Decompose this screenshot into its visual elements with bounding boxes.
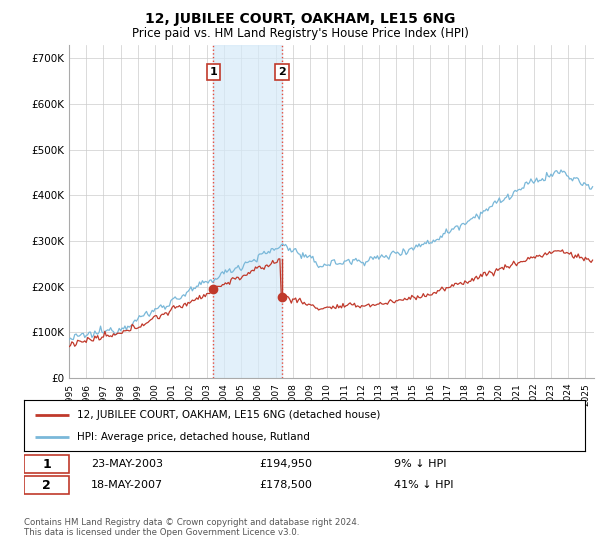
Text: Price paid vs. HM Land Registry's House Price Index (HPI): Price paid vs. HM Land Registry's House … bbox=[131, 27, 469, 40]
Text: £178,500: £178,500 bbox=[260, 480, 313, 490]
Text: 9% ↓ HPI: 9% ↓ HPI bbox=[394, 459, 447, 469]
Text: 41% ↓ HPI: 41% ↓ HPI bbox=[394, 480, 454, 490]
Text: 18-MAY-2007: 18-MAY-2007 bbox=[91, 480, 163, 490]
Text: 12, JUBILEE COURT, OAKHAM, LE15 6NG (detached house): 12, JUBILEE COURT, OAKHAM, LE15 6NG (det… bbox=[77, 409, 380, 419]
Text: 12, JUBILEE COURT, OAKHAM, LE15 6NG: 12, JUBILEE COURT, OAKHAM, LE15 6NG bbox=[145, 12, 455, 26]
Text: 23-MAY-2003: 23-MAY-2003 bbox=[91, 459, 163, 469]
Text: £194,950: £194,950 bbox=[260, 459, 313, 469]
Text: 2: 2 bbox=[278, 67, 286, 77]
Text: Contains HM Land Registry data © Crown copyright and database right 2024.
This d: Contains HM Land Registry data © Crown c… bbox=[24, 518, 359, 538]
FancyBboxPatch shape bbox=[24, 476, 69, 494]
Text: 1: 1 bbox=[42, 458, 51, 470]
Text: 1: 1 bbox=[209, 67, 217, 77]
Text: HPI: Average price, detached house, Rutland: HPI: Average price, detached house, Rutl… bbox=[77, 432, 310, 442]
Text: 2: 2 bbox=[42, 479, 51, 492]
FancyBboxPatch shape bbox=[24, 455, 69, 473]
Bar bbox=[213, 45, 282, 378]
